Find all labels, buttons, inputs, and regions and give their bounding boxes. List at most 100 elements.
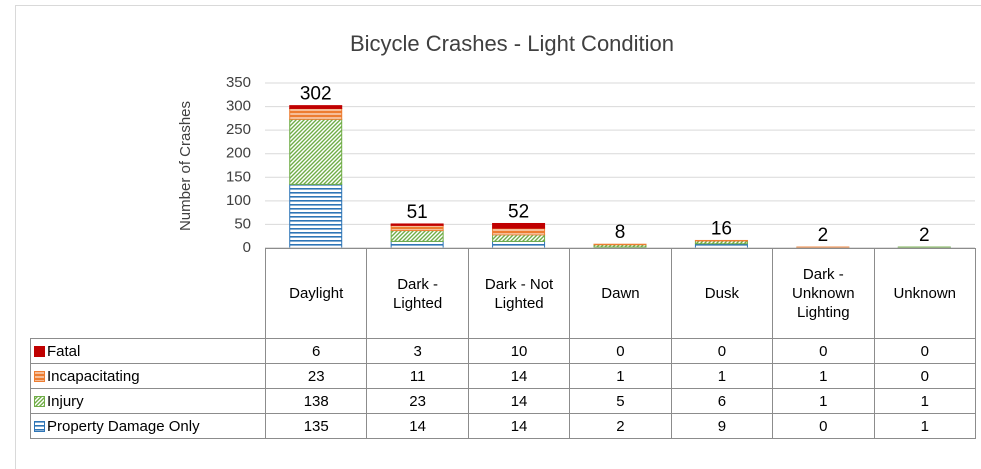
table-value: 1 xyxy=(569,363,672,389)
table-value-text: 6 xyxy=(717,392,727,410)
table-value-text: 1 xyxy=(717,367,727,385)
y-tick-label: 350 xyxy=(226,74,251,91)
bar-segment xyxy=(289,118,343,185)
table-value-text: 23 xyxy=(409,392,426,410)
total-label: 51 xyxy=(407,202,428,223)
bar-segment xyxy=(390,240,444,249)
table-value-text: 135 xyxy=(303,417,329,435)
table-value: 2 xyxy=(569,413,672,439)
table-value: 1 xyxy=(873,413,976,439)
table-value: 14 xyxy=(467,388,571,414)
table-value: 6 xyxy=(264,338,368,364)
legend-entry: Injury xyxy=(30,388,266,414)
category-label: Dark - Not Lighted xyxy=(467,248,571,339)
y-tick-label: 0 xyxy=(243,239,251,256)
table-value-text: 0 xyxy=(920,342,929,360)
table-value-text: 11 xyxy=(409,367,426,385)
table-value-text: 1 xyxy=(819,392,828,410)
table-value-text: 0 xyxy=(616,342,625,360)
table-value: 0 xyxy=(873,338,976,364)
table-value: 6 xyxy=(670,388,774,414)
bar-segment xyxy=(289,107,343,120)
table-value: 5 xyxy=(569,388,672,414)
legend-text: Injury xyxy=(47,392,84,410)
legend-key xyxy=(34,345,45,357)
table-value-text: 9 xyxy=(717,417,727,435)
table-value-text: 10 xyxy=(510,342,528,360)
legend-swatch xyxy=(34,420,45,432)
bar-segment xyxy=(289,105,343,109)
legend-swatch xyxy=(34,395,45,407)
total-label: 2 xyxy=(919,225,930,246)
data-table: Daylight Dark - Lighted Dark - Not Lighted… xyxy=(30,248,976,439)
y-tick-label: 250 xyxy=(226,121,251,138)
legend-key xyxy=(34,395,45,407)
legend-entry: Property Damage Only xyxy=(30,413,266,439)
y-tick-label: 300 xyxy=(226,98,251,115)
table-value-text: 14 xyxy=(510,392,528,410)
total-label: 302 xyxy=(300,84,332,105)
bar-segment xyxy=(492,222,546,229)
table-value: 1 xyxy=(772,388,875,414)
table-value-text: 138 xyxy=(303,392,329,410)
y-tick-label: 200 xyxy=(226,145,251,162)
table-value-text: 0 xyxy=(819,417,828,435)
table-value-text: 6 xyxy=(312,342,321,360)
bar-segment xyxy=(492,234,546,242)
table-value: 0 xyxy=(873,363,976,389)
table-value: 9 xyxy=(670,413,774,439)
table-value: 23 xyxy=(264,363,368,389)
legend-text: Fatal xyxy=(47,342,81,360)
table-value-text: 5 xyxy=(616,392,625,410)
category-label-text: Daylight xyxy=(289,285,344,302)
category-label: Dusk xyxy=(670,248,774,339)
bar-segment xyxy=(492,227,546,236)
table-value-text: 14 xyxy=(510,417,528,435)
category-label-text: Unknown xyxy=(893,285,957,302)
table-value: 11 xyxy=(366,363,469,389)
legend-swatch xyxy=(34,345,45,357)
category-label: Dark - Lighted xyxy=(366,248,469,339)
table-value: 0 xyxy=(670,338,774,364)
table-value-text: 3 xyxy=(413,342,422,360)
bar-segment xyxy=(390,224,444,232)
table-value: 14 xyxy=(467,413,571,439)
table-value-text: 14 xyxy=(510,367,528,385)
legend-entry: Incapacitating xyxy=(30,363,266,389)
table-value: 23 xyxy=(366,388,469,414)
y-tick-label: 50 xyxy=(234,215,251,232)
legend-text: Incapacitating xyxy=(47,367,140,385)
table-value-text: 0 xyxy=(717,342,727,360)
total-label: 2 xyxy=(818,225,829,246)
table-value: 1 xyxy=(873,388,976,414)
category-label-text: Dark - Not Lighted xyxy=(484,275,554,312)
category-label: Daylight xyxy=(264,248,368,339)
table-value: 0 xyxy=(772,338,875,364)
y-axis-label: Number of Crashes xyxy=(177,101,194,231)
chart-frame xyxy=(15,5,981,469)
table-value: 138 xyxy=(264,388,368,414)
table-value-text: 2 xyxy=(616,417,625,435)
table-value: 14 xyxy=(366,413,469,439)
table-value: 14 xyxy=(467,363,571,389)
bar-segment xyxy=(492,240,546,249)
legend-swatch xyxy=(34,370,45,382)
table-value-text: 23 xyxy=(307,367,325,385)
category-label-text: Dawn xyxy=(601,285,640,302)
total-label: 16 xyxy=(711,218,732,239)
table-value-text: 1 xyxy=(616,367,625,385)
table-value-text: 0 xyxy=(920,367,929,385)
table-value-text: 0 xyxy=(819,342,828,360)
bar-segment xyxy=(289,183,343,249)
table-value: 10 xyxy=(467,338,571,364)
y-tick-label: 100 xyxy=(226,192,251,209)
table-value: 0 xyxy=(569,338,672,364)
category-label: Dark - Unknown Lighting xyxy=(772,248,875,339)
total-label: 8 xyxy=(615,222,626,243)
legend-text: Property Damage Only xyxy=(47,417,200,435)
category-label: Dawn xyxy=(569,248,672,339)
table-value: 0 xyxy=(772,413,875,439)
category-label-text: Dark - Unknown Lighting xyxy=(792,266,855,321)
table-corner xyxy=(30,248,266,339)
